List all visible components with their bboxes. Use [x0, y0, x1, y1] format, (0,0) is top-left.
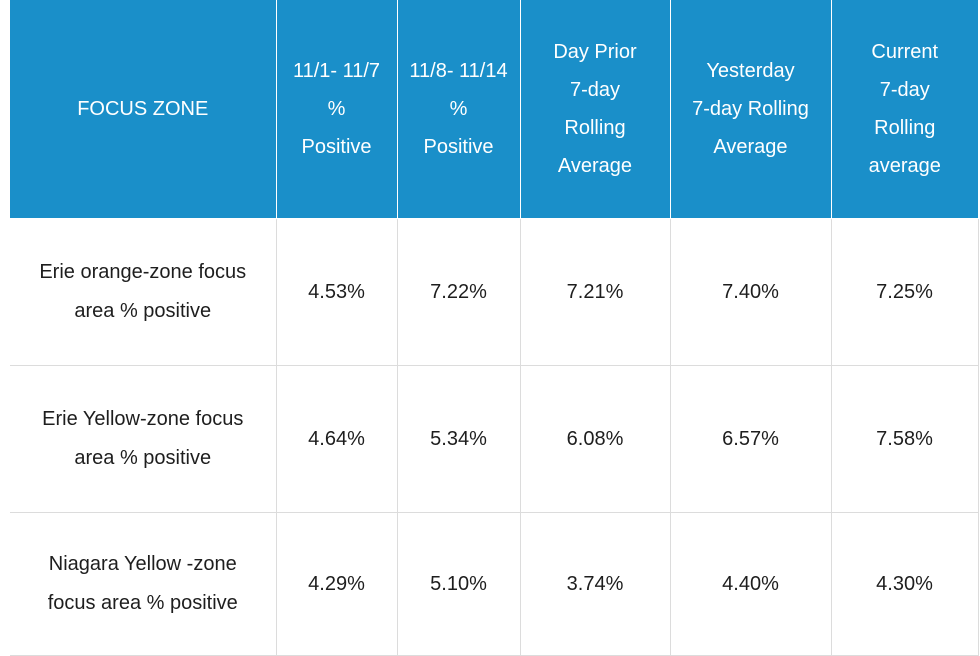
value-cell: 5.10% [396, 512, 521, 656]
zone-text: Erie Yellow-zone focus [42, 408, 244, 430]
zone-text: Niagara Yellow -zone [48, 553, 237, 575]
header-row: FOCUS ZONE 11/1- 11/7 % Positive 11/8- 1… [10, 0, 978, 219]
header-text: Yesterday [706, 60, 795, 82]
value-cell: 7.21% [519, 218, 671, 366]
value-cell: 4.53% [275, 218, 398, 366]
zone-cell: Erie Yellow-zone focus area % positive [10, 365, 277, 513]
header-text: 7-day [569, 79, 621, 101]
zone-cell: Niagara Yellow -zone focus area % positi… [10, 512, 277, 656]
value-cell: 4.40% [669, 512, 832, 656]
table-row: Niagara Yellow -zone focus area % positi… [10, 512, 979, 656]
value-cell: 4.30% [830, 512, 979, 656]
value-cell: 4.64% [275, 365, 398, 513]
header-text: Rolling [874, 117, 936, 139]
header-text: 7-day [879, 79, 930, 101]
header-text: FOCUS ZONE [77, 98, 209, 120]
header-text: 7-day Rolling [692, 98, 809, 120]
value-cell: 7.22% [396, 218, 521, 366]
header-focus-zone: FOCUS ZONE [10, 0, 277, 219]
value-cell: 4.29% [275, 512, 398, 656]
value-cell: 7.58% [830, 365, 979, 513]
header-text: Average [557, 155, 633, 177]
header-text: average [868, 155, 941, 177]
header-week-1: 11/1- 11/7 % Positive [275, 0, 398, 219]
header-text: Positive [423, 136, 494, 158]
header-yesterday: Yesterday 7-day Rolling Average [669, 0, 832, 219]
zone-cell: Erie orange-zone focus area % positive [10, 218, 277, 366]
zone-text: Erie orange-zone focus [39, 261, 247, 283]
focus-zone-table: FOCUS ZONE 11/1- 11/7 % Positive 11/8- 1… [10, 0, 979, 656]
value-cell: 5.34% [396, 365, 521, 513]
header-day-prior: Day Prior 7-day Rolling Average [519, 0, 671, 219]
header-text: % [449, 98, 468, 120]
value-cell: 7.40% [669, 218, 832, 366]
header-text: % [327, 98, 346, 120]
table-row: Erie Yellow-zone focus area % positive 4… [10, 365, 979, 513]
value-cell: 7.25% [830, 218, 979, 366]
header-text: Positive [301, 136, 372, 158]
header-text: Current [871, 41, 939, 63]
header-current: Current 7-day Rolling average [830, 0, 978, 219]
header-week-2: 11/8- 11/14 % Positive [396, 0, 521, 219]
header-text: Rolling [564, 117, 626, 139]
header-text: Day Prior [553, 41, 637, 63]
zone-text: area % positive [74, 447, 212, 469]
table-row: Erie orange-zone focus area % positive 4… [10, 218, 979, 366]
header-text: Average [713, 136, 788, 158]
value-cell: 6.57% [669, 365, 832, 513]
value-cell: 6.08% [519, 365, 671, 513]
zone-text: area % positive [74, 300, 212, 322]
header-text: 11/1- 11/7 [292, 60, 381, 82]
value-cell: 3.74% [519, 512, 671, 656]
zone-text: focus area % positive [47, 592, 238, 614]
header-text: 11/8- 11/14 [409, 60, 508, 82]
